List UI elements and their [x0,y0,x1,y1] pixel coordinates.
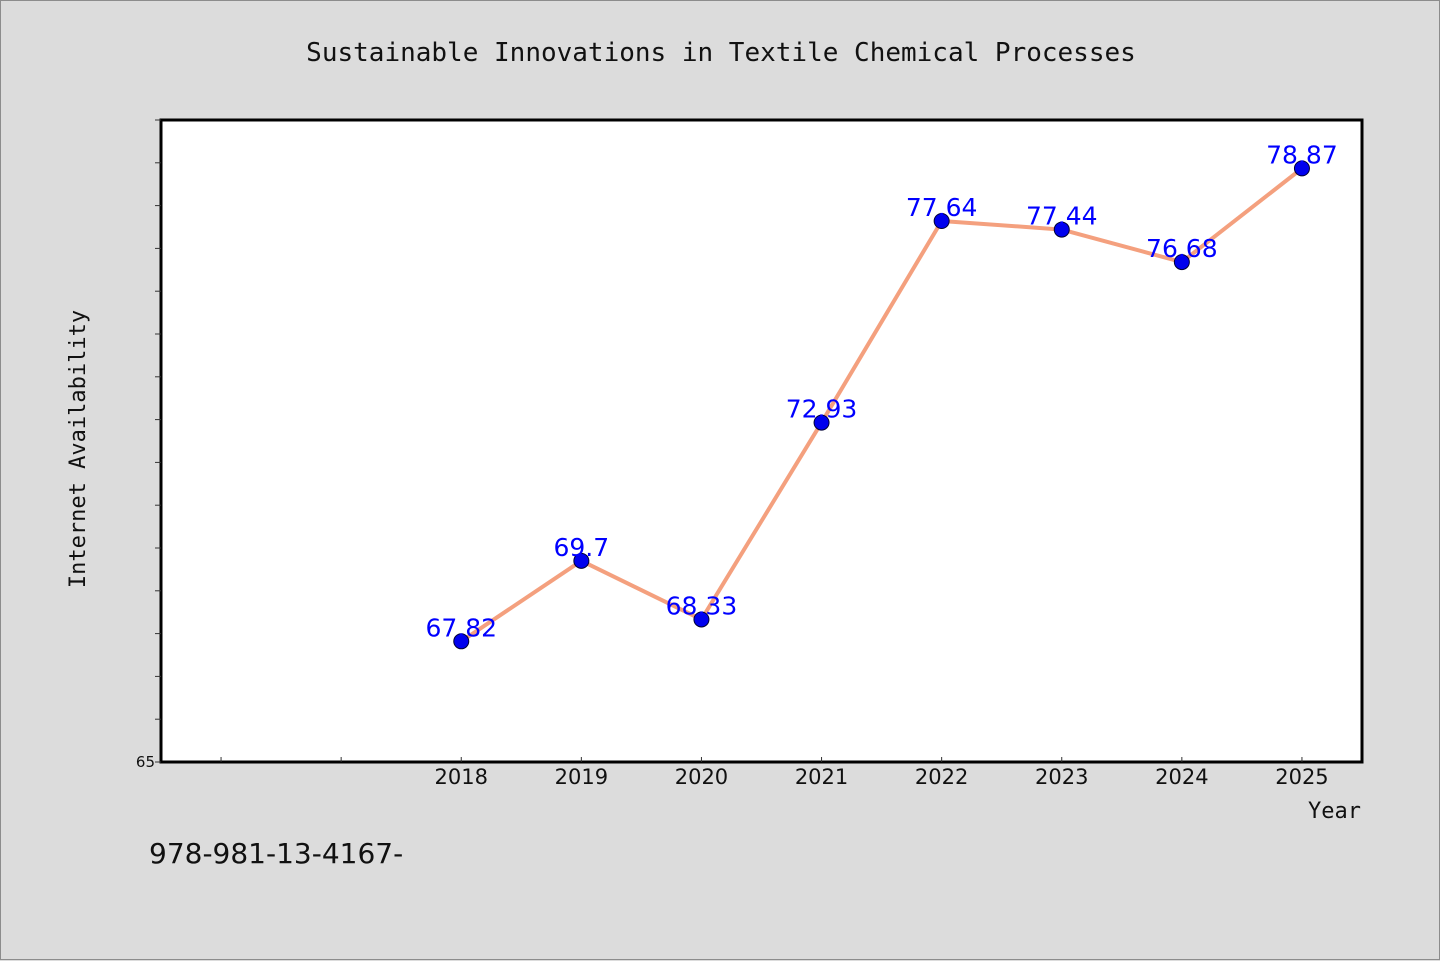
x-tick-label: 2022 [915,765,968,789]
x-tick-label: 2024 [1155,765,1208,789]
data-label: 67.82 [425,613,497,642]
data-label: 68.33 [666,591,738,620]
series-layer: 67.82 69.7 68.33 72.93 77.64 77.44 76.68 78.87 [425,140,1338,650]
data-label: 78.87 [1266,140,1338,169]
x-axis-label: Year [1308,799,1361,824]
x-tick-label: 2025 [1275,765,1328,789]
series-line [460,166,1304,643]
x-tick-label: 2019 [555,765,608,789]
plot-area [159,118,1364,764]
x-axis-ticks: 2018 2019 2020 2021 2022 2023 2024 2025 [220,757,1329,789]
y-axis-label: Internet Availability [66,310,91,588]
data-label: 77.64 [906,193,978,222]
x-tick-label: 2023 [1035,765,1088,789]
x-tick-label: 2018 [435,765,488,789]
data-point [933,213,950,230]
data-point [813,414,830,431]
x-tick-label: 2021 [795,765,848,789]
data-point [1173,254,1190,271]
data-label: 76.68 [1146,234,1218,263]
footer-isbn-text: 978-981-13-4167- [149,837,403,870]
data-point [693,611,710,628]
y-axis-ticks: 65 [136,119,161,771]
data-point [453,633,470,650]
data-label: 77.44 [1026,202,1098,231]
x-tick-label: 2020 [675,765,728,789]
data-point [1053,221,1070,238]
data-point [573,552,590,569]
data-label: 72.93 [786,395,858,424]
data-point [1293,160,1310,177]
y-tick-label: 65 [136,753,155,771]
chart-title: Sustainable Innovations in Textile Chemi… [306,38,1136,68]
data-label: 69.7 [554,533,610,562]
